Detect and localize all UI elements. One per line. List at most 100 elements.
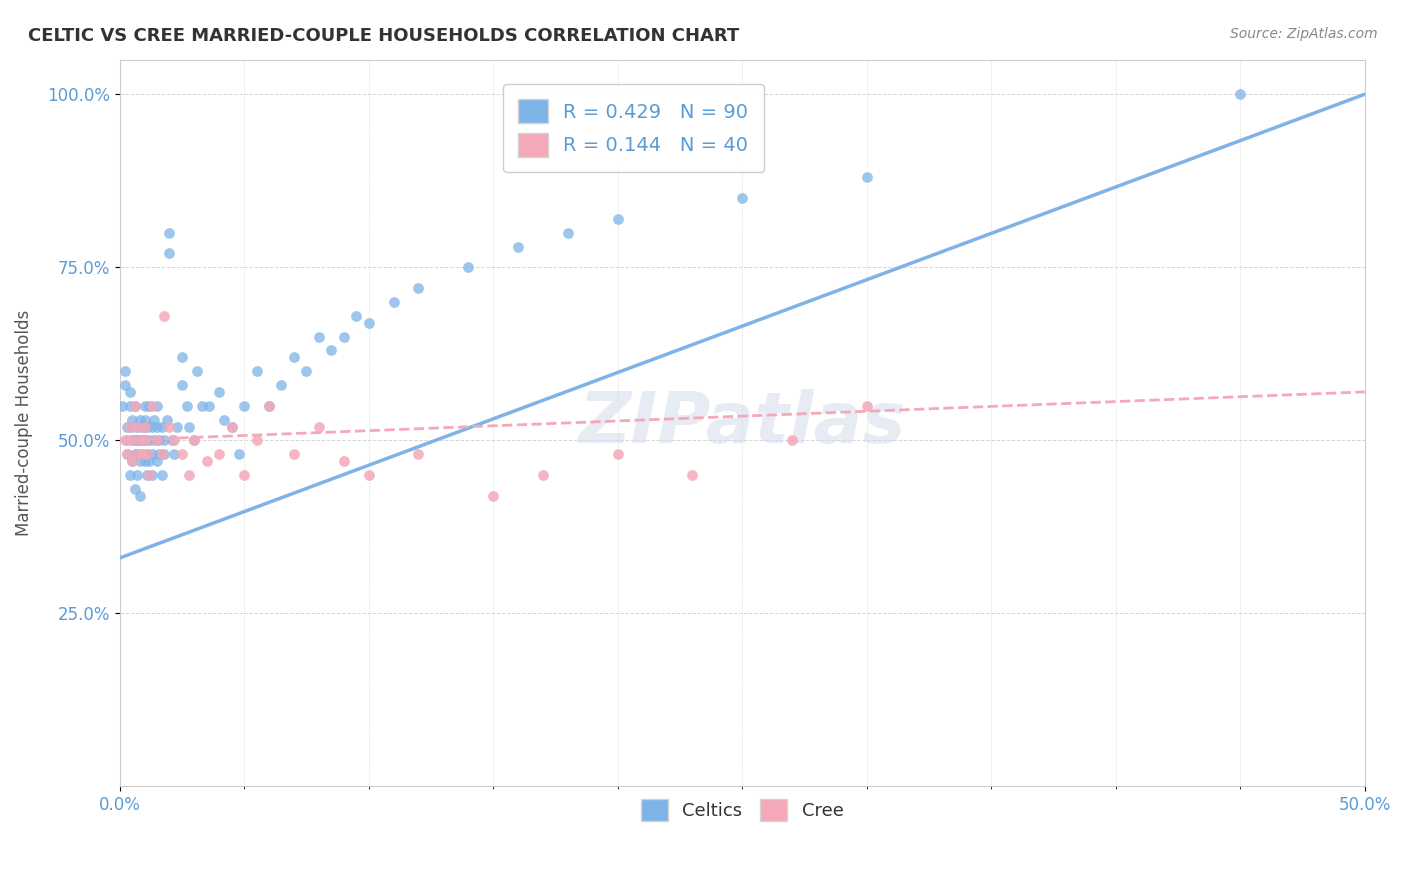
Point [131,419,153,434]
Point [131,447,153,461]
Point [153,309,176,323]
Point [606,447,628,461]
Point [141,447,163,461]
Point [143,412,166,426]
Point [681,467,703,482]
Point [121,412,143,426]
Point [124,447,146,461]
Point [134,434,156,448]
Point [233,467,256,482]
Point [124,399,146,413]
Point [125,467,148,482]
Point [124,482,146,496]
Point [115,434,138,448]
Point [118,384,141,399]
Point [245,364,267,378]
Point [114,378,136,392]
Text: CELTIC VS CREE MARRIED-COUPLE HOUSEHOLDS CORRELATION CHART: CELTIC VS CREE MARRIED-COUPLE HOUSEHOLDS… [28,27,740,45]
Point [170,378,193,392]
Point [157,226,180,240]
Point [332,329,354,343]
Point [157,246,180,260]
Point [146,434,169,448]
Point [115,447,138,461]
Point [134,419,156,434]
Point [138,454,160,468]
Point [134,454,156,468]
Point [855,170,877,185]
Point [163,447,186,461]
Point [141,419,163,434]
Point [344,309,367,323]
Point [114,434,136,448]
Point [1229,87,1251,102]
Point [125,419,148,434]
Point [125,419,148,434]
Point [124,434,146,448]
Point [606,211,628,226]
Point [170,447,193,461]
Point [125,447,148,461]
Point [146,399,169,413]
Point [128,489,150,503]
Point [153,447,176,461]
Point [855,399,877,413]
Point [221,419,243,434]
Point [115,447,138,461]
Point [121,419,143,434]
Point [176,399,198,413]
Point [146,419,169,434]
Point [228,447,250,461]
Point [308,419,330,434]
Point [143,434,166,448]
Point [186,364,208,378]
Point [115,419,138,434]
Point [183,434,205,448]
Point [146,454,169,468]
Point [156,412,179,426]
Point [221,419,243,434]
Point [780,434,803,448]
Point [148,447,170,461]
Point [179,419,201,434]
Point [114,364,136,378]
Point [121,434,143,448]
Point [257,399,280,413]
Point [283,351,305,365]
Point [457,260,479,275]
Point [121,454,143,468]
Point [270,378,292,392]
Point [118,419,141,434]
Point [150,447,173,461]
Point [295,364,318,378]
Point [134,399,156,413]
Point [150,467,173,482]
Point [111,399,134,413]
Point [198,399,221,413]
Point [121,434,143,448]
Point [141,467,163,482]
Text: Source: ZipAtlas.com: Source: ZipAtlas.com [1230,27,1378,41]
Point [160,434,183,448]
Point [141,399,163,413]
Point [257,399,280,413]
Point [179,467,201,482]
Point [208,384,231,399]
Point [382,294,405,309]
Point [136,447,159,461]
Point [128,412,150,426]
Point [138,434,160,448]
Point [125,447,148,461]
Legend: Celtics, Cree: Celtics, Cree [626,785,858,836]
Point [136,419,159,434]
Point [121,454,143,468]
Point [134,412,156,426]
Point [731,191,754,205]
Point [408,281,430,295]
Point [163,434,186,448]
Point [557,226,579,240]
Point [138,467,160,482]
Point [245,434,267,448]
Point [134,434,156,448]
Point [157,419,180,434]
